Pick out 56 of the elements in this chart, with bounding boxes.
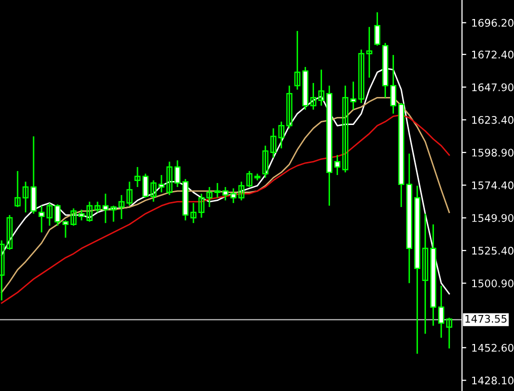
y-tick-label: 1500.90 xyxy=(472,279,514,288)
candlestick xyxy=(230,188,236,204)
candlestick xyxy=(310,82,316,110)
candlestick xyxy=(262,144,268,178)
y-tick-label: 1525.40 xyxy=(472,246,514,255)
y-tick-label: 1452.60 xyxy=(472,344,514,352)
candlestick xyxy=(54,204,61,226)
candlestick xyxy=(0,240,5,302)
candlestick xyxy=(126,181,133,206)
candlestick xyxy=(174,160,180,188)
candlestick xyxy=(22,181,29,214)
y-tick-label: 1574.40 xyxy=(472,181,514,190)
y-tick-label: 1549.90 xyxy=(472,214,514,222)
candlestick xyxy=(286,84,292,130)
candlestick xyxy=(118,194,125,220)
candlestick xyxy=(374,12,380,46)
candlestick xyxy=(86,201,93,222)
candlestick xyxy=(358,48,364,104)
candlestick xyxy=(190,202,196,224)
candlestick xyxy=(6,214,13,250)
candlestick xyxy=(38,205,45,234)
ref-line-label: 1473.55 xyxy=(465,314,506,323)
candlestick xyxy=(46,202,53,226)
candlestick xyxy=(198,193,204,218)
candlestick xyxy=(350,80,356,110)
candlestick xyxy=(206,186,212,208)
candlestick xyxy=(366,26,372,78)
candlestick xyxy=(238,181,244,202)
candlestick xyxy=(342,84,348,174)
candlestick xyxy=(158,174,164,194)
candlestick xyxy=(70,208,77,226)
candlestick xyxy=(110,205,117,222)
candlestick xyxy=(294,30,300,90)
candlestick xyxy=(142,172,148,198)
candlestick xyxy=(94,201,101,214)
y-tick-label: 1623.40 xyxy=(472,116,514,124)
candlestick xyxy=(270,128,276,158)
candlestick xyxy=(222,186,228,202)
candlestick xyxy=(134,166,141,188)
candlestick xyxy=(246,170,252,188)
candlestick xyxy=(278,120,284,150)
y-tick-label: 1428.10 xyxy=(472,376,514,384)
candlestick xyxy=(14,170,21,208)
y-tick-label: 1598.90 xyxy=(472,148,514,157)
candlestick xyxy=(446,317,452,350)
candlestick xyxy=(166,160,172,196)
candlestick xyxy=(78,209,85,222)
candlestick xyxy=(102,193,109,224)
y-tick-label: 1647.90 xyxy=(472,83,514,92)
candlestick xyxy=(150,180,156,202)
candlestick xyxy=(334,154,340,176)
y-tick-label: 1672.40 xyxy=(472,50,514,59)
candlestick xyxy=(214,182,220,198)
y-tick-label: 1696.20 xyxy=(472,18,514,27)
candlestick xyxy=(318,68,324,106)
candlestick xyxy=(62,220,69,238)
